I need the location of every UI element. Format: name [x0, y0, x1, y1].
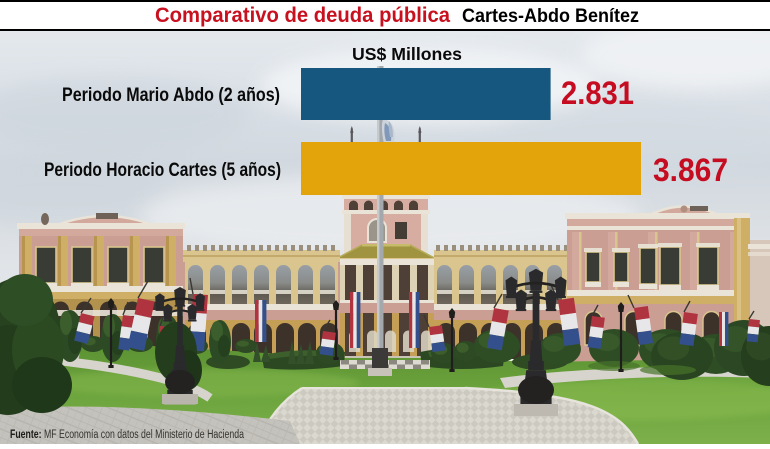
- svg-text:Periodo Mario Abdo (2 años): Periodo Mario Abdo (2 años): [62, 85, 280, 106]
- svg-text:US$ Millones: US$ Millones: [352, 44, 462, 64]
- svg-text:Cartes-Abdo Benítez: Cartes-Abdo Benítez: [462, 5, 639, 27]
- svg-text:Fuente: MF Economía con datos: Fuente: MF Economía con datos del Minist…: [10, 429, 244, 441]
- svg-text:2.831: 2.831: [561, 75, 634, 111]
- svg-text:3.867: 3.867: [653, 152, 728, 188]
- svg-text:Comparativo de deuda pública: Comparativo de deuda pública: [155, 3, 451, 27]
- svg-text:Periodo Horacio Cartes (5 años: Periodo Horacio Cartes (5 años): [44, 160, 281, 181]
